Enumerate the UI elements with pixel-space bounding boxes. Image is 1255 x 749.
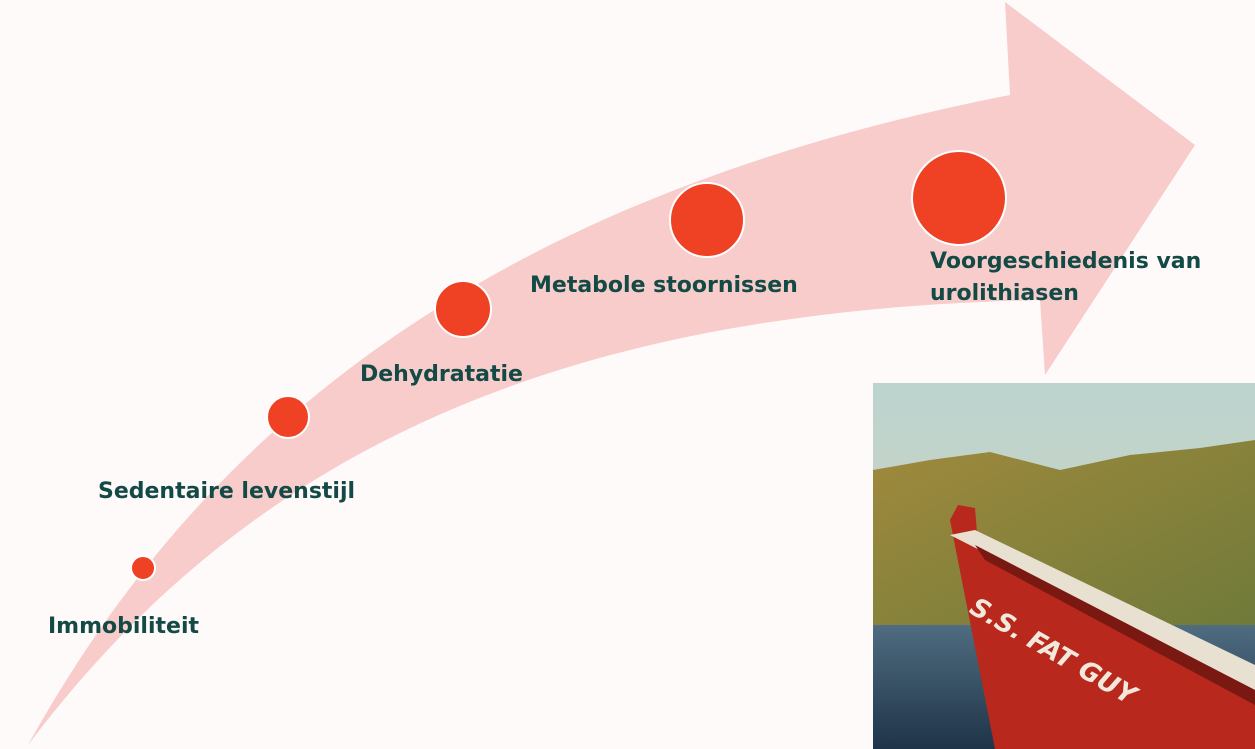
step-dot bbox=[131, 556, 155, 580]
step-label: Sedentaire levenstijl bbox=[98, 479, 355, 504]
step-dot bbox=[670, 183, 744, 257]
step-dot bbox=[912, 151, 1006, 245]
step-label: Immobiliteit bbox=[48, 614, 199, 639]
photo: S.S. FAT GUY bbox=[873, 383, 1255, 749]
step-label: Voorgeschiedenis van bbox=[930, 249, 1201, 274]
step-label: Metabole stoornissen bbox=[530, 273, 798, 298]
step-label: Dehydratatie bbox=[360, 362, 523, 387]
step-dot bbox=[267, 396, 309, 438]
step-dot bbox=[435, 281, 491, 337]
slide: S.S. FAT GUY Immobiliteit Sedentaire leve… bbox=[0, 0, 1255, 749]
step-label: urolithiasen bbox=[930, 281, 1079, 306]
